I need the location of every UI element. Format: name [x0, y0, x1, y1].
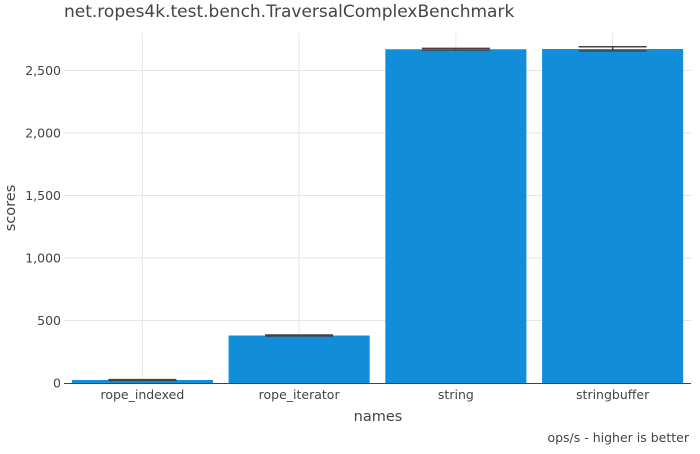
bar-rope_iterator	[228, 335, 370, 383]
x-tick-label: stringbuffer	[576, 387, 650, 402]
y-tick-label: 0	[53, 376, 61, 391]
error-bar-rope_iterator	[265, 334, 334, 337]
x-tick-label: string	[438, 387, 474, 402]
error-bar-stringbuffer	[578, 45, 647, 52]
error-bar-rope_indexed	[108, 378, 177, 382]
error-bars-layer	[108, 45, 647, 382]
y-axis-label: scores	[3, 185, 19, 232]
bars-layer	[71, 49, 684, 383]
y-axis-ticks: 0 500 1,000 1,500 2,000 2,500	[25, 63, 61, 391]
chart-note: ops/s - higher is better	[547, 430, 689, 445]
x-axis-ticks: rope_indexed rope_iterator string stringbuf…	[100, 387, 650, 402]
y-tick-label: 1,000	[25, 251, 61, 266]
bar-string	[385, 49, 527, 383]
bar-rope_indexed	[71, 380, 213, 383]
error-bar-string	[421, 47, 490, 51]
chart-title: net.ropes4k.test.bench.TraversalComplexB…	[64, 2, 514, 22]
x-tick-label: rope_indexed	[100, 387, 184, 402]
bar-stringbuffer	[542, 49, 684, 383]
y-tick-label: 500	[37, 313, 61, 328]
x-tick-label: rope_iterator	[259, 387, 341, 402]
y-tick-label: 1,500	[25, 188, 61, 203]
x-axis-label: names	[354, 409, 403, 425]
y-tick-label: 2,000	[25, 126, 61, 141]
y-tick-label: 2,500	[25, 63, 61, 78]
